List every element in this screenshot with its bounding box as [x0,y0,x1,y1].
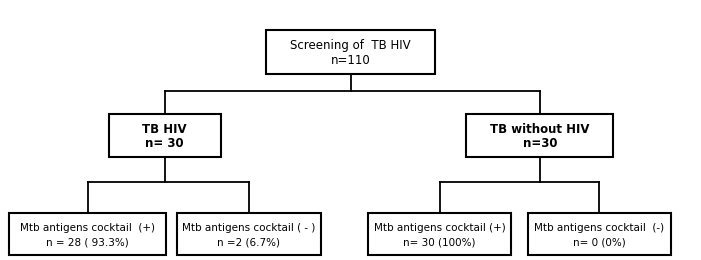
Text: n= 30 (100%): n= 30 (100%) [403,238,476,248]
FancyBboxPatch shape [527,213,672,255]
FancyBboxPatch shape [367,213,511,255]
Text: n = 28 ( 93.3%): n = 28 ( 93.3%) [46,238,129,248]
Text: TB HIV: TB HIV [142,123,187,136]
Text: n= 0 (0%): n= 0 (0%) [573,238,626,248]
Text: Mtb antigens cocktail  (-): Mtb antigens cocktail (-) [534,223,665,233]
FancyBboxPatch shape [466,114,613,157]
FancyBboxPatch shape [8,213,167,255]
Text: n=30: n=30 [522,137,557,150]
FancyBboxPatch shape [177,213,321,255]
Text: Mtb antigens cocktail  (+): Mtb antigens cocktail (+) [20,223,155,233]
Text: Mtb antigens cocktail ( - ): Mtb antigens cocktail ( - ) [182,223,315,233]
Text: Mtb antigens cocktail (+): Mtb antigens cocktail (+) [374,223,505,233]
FancyBboxPatch shape [266,30,435,74]
FancyBboxPatch shape [109,114,221,157]
Text: n= 30: n= 30 [145,137,184,150]
Text: n=110: n=110 [331,54,370,67]
Text: Screening of  TB HIV: Screening of TB HIV [290,39,411,52]
Text: n =2 (6.7%): n =2 (6.7%) [217,238,280,248]
Text: TB without HIV: TB without HIV [490,123,590,136]
